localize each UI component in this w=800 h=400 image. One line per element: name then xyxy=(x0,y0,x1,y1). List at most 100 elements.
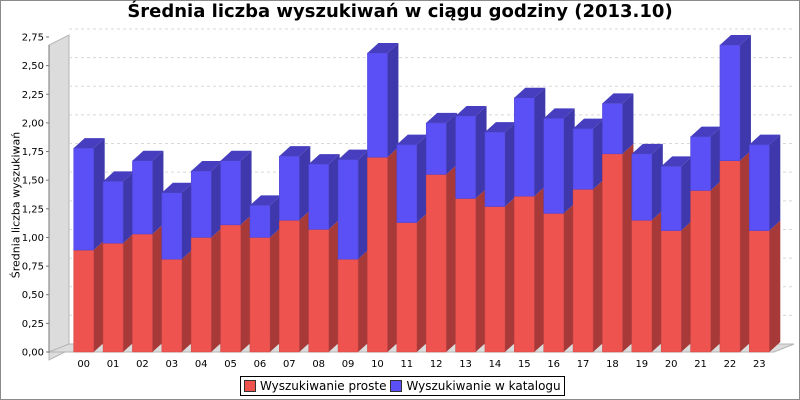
x-tick-label: 04 xyxy=(195,359,208,370)
x-tick-label: 18 xyxy=(606,359,619,370)
x-tick-label: 11 xyxy=(400,359,413,370)
x-tick-label: 23 xyxy=(753,359,766,370)
bar-side xyxy=(504,196,516,352)
bar-top xyxy=(484,122,516,133)
legend-label-series-1: Wyszukiwanie proste xyxy=(260,379,387,393)
bar-segment xyxy=(161,192,183,260)
x-tick-label: 12 xyxy=(430,359,443,370)
bar-side xyxy=(123,233,135,352)
bar-side xyxy=(211,161,223,238)
bar-side xyxy=(446,112,458,175)
chart-legend: Wyszukiwanie proste Wyszukiwanie w katal… xyxy=(240,376,565,396)
bar-top xyxy=(690,126,722,137)
bar-segment xyxy=(543,213,564,353)
x-tick-label: 10 xyxy=(371,359,384,370)
x-tick-label: 09 xyxy=(342,359,355,370)
bar-side xyxy=(416,134,428,223)
bar-side xyxy=(123,171,135,244)
bar-top xyxy=(279,146,311,157)
y-tick-label: 2,00 xyxy=(22,118,44,129)
bar-side xyxy=(152,224,164,352)
bar-side xyxy=(446,164,458,352)
bar-segment xyxy=(749,144,770,231)
bar-side xyxy=(593,179,605,352)
bar-segment xyxy=(249,237,271,353)
bar-side xyxy=(651,143,663,221)
bar-top xyxy=(396,134,428,145)
bar-segment xyxy=(690,136,711,191)
bar-side xyxy=(475,188,487,352)
bar-segment xyxy=(73,147,94,251)
legend-item-series-1: Wyszukiwanie proste xyxy=(244,379,386,393)
x-tick-label: 00 xyxy=(77,359,90,370)
bar-segment xyxy=(631,220,653,353)
bar-segment xyxy=(308,229,329,353)
bar-side xyxy=(387,43,399,158)
bar-side xyxy=(358,249,370,352)
x-tick-label: 20 xyxy=(665,359,678,370)
bar-segment xyxy=(73,249,94,353)
bar-segment xyxy=(102,242,124,353)
x-tick-label: 17 xyxy=(577,359,590,370)
bar-segment xyxy=(514,97,535,197)
bar-side xyxy=(593,118,605,190)
left-wall xyxy=(48,34,70,361)
bar-top xyxy=(132,150,164,161)
bar-segment xyxy=(367,157,388,353)
y-tick-label: 2,75 xyxy=(22,33,44,44)
bar-side xyxy=(328,219,340,352)
bar-side xyxy=(769,220,781,352)
bar-top xyxy=(719,35,751,46)
bar-segment xyxy=(484,206,506,353)
bar-side xyxy=(93,138,105,251)
bar-segment xyxy=(484,131,506,207)
bar-top xyxy=(749,134,781,145)
bar-side xyxy=(681,220,693,352)
bar-segment xyxy=(572,128,594,190)
bar-segment xyxy=(190,170,212,238)
bar-segment xyxy=(602,153,623,353)
bar-segment xyxy=(396,144,418,223)
x-tick-label: 15 xyxy=(518,359,531,370)
bar-segment xyxy=(132,233,153,353)
bar-side xyxy=(358,149,370,260)
bar-side xyxy=(563,203,575,352)
bar-top xyxy=(426,112,458,123)
bar-segment xyxy=(132,160,153,235)
bar-segment xyxy=(631,153,653,221)
bar-side xyxy=(710,126,722,191)
bar-top xyxy=(631,143,663,154)
bar-side xyxy=(93,240,105,352)
bar-top xyxy=(602,93,634,104)
bar-top xyxy=(514,87,546,98)
y-tick-label: 0,50 xyxy=(22,290,44,301)
bar-segment xyxy=(396,222,418,353)
bar-segment xyxy=(543,118,564,214)
bar-side xyxy=(416,212,428,352)
x-tick-label: 01 xyxy=(107,359,120,370)
bar-side xyxy=(534,186,546,352)
bar-top xyxy=(249,195,281,206)
x-tick-label: 16 xyxy=(547,359,560,370)
y-tick-label: 0,00 xyxy=(22,348,44,359)
bar-side xyxy=(181,249,193,352)
y-tick-label: 1,75 xyxy=(22,147,44,158)
bar-top xyxy=(103,171,135,182)
bar-segment xyxy=(279,220,300,353)
bar-side xyxy=(710,180,722,352)
bar-segment xyxy=(690,190,711,353)
bar-segment xyxy=(425,174,447,353)
y-tick-label: 2,25 xyxy=(22,90,44,101)
x-tick-label: 22 xyxy=(724,359,737,370)
bar-side xyxy=(152,150,164,235)
bar-side xyxy=(475,106,487,199)
x-tick-label: 19 xyxy=(635,359,648,370)
bar-top xyxy=(661,156,693,167)
bar-segment xyxy=(514,195,535,353)
bar-side xyxy=(299,146,311,221)
bar-segment xyxy=(749,230,770,353)
bar-top xyxy=(308,154,340,165)
x-tick-label: 06 xyxy=(254,359,267,370)
bar-top xyxy=(161,182,193,193)
bar-segment xyxy=(719,44,741,161)
